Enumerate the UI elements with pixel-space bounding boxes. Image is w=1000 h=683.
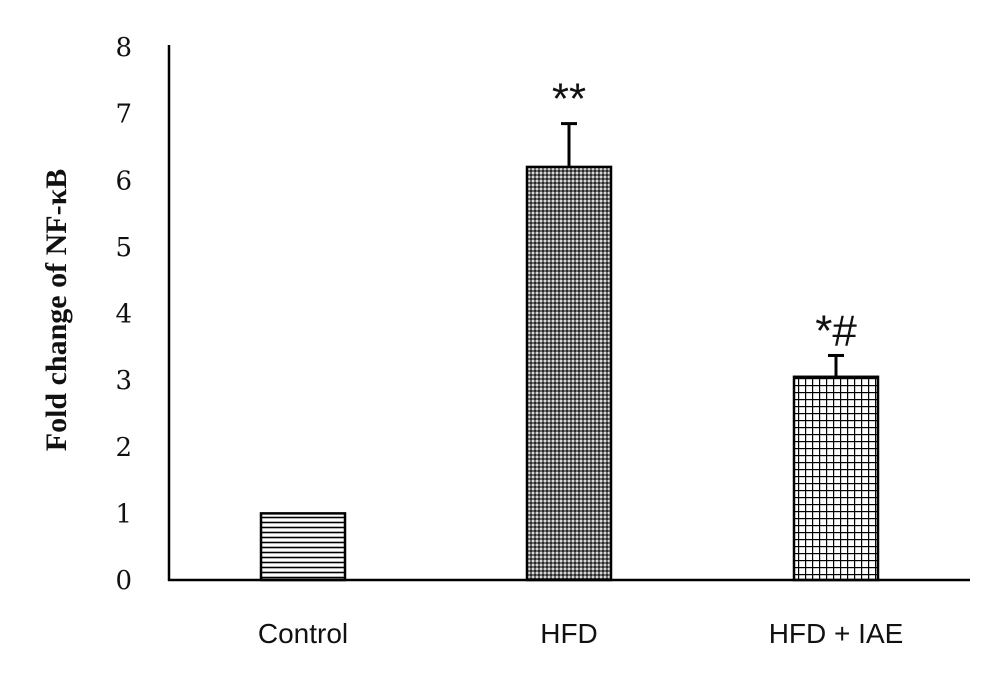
y-axis-tick-labels: 0 1 2 3 4 5 6 7 8 [115,33,132,596]
y-tick-label: 1 [115,499,132,529]
x-category-label: Control [258,618,348,649]
significance-label: ** [552,75,586,124]
x-category-label: HFD + IAE [769,618,904,649]
y-tick-label: 6 [115,166,132,196]
error-bars [561,122,844,377]
bar-hfd [525,165,613,582]
y-tick-label: 2 [115,433,132,463]
x-axis-category-labels: Control HFD HFD + IAE [258,618,903,649]
bar-control [259,512,347,582]
x-category-label: HFD [540,618,598,649]
y-tick-label: 7 [115,100,132,130]
significance-labels: ** *# [552,75,857,356]
significance-label: *# [815,306,857,355]
y-axis-title: Fold change of NF-κB [40,169,73,451]
y-tick-label: 5 [115,233,132,263]
bar-hfd-iae [792,375,880,582]
bars [259,165,880,582]
y-tick-label: 4 [115,300,132,330]
y-tick-label: 0 [115,566,132,596]
y-tick-label: 3 [115,366,132,396]
y-tick-label: 8 [115,33,132,63]
